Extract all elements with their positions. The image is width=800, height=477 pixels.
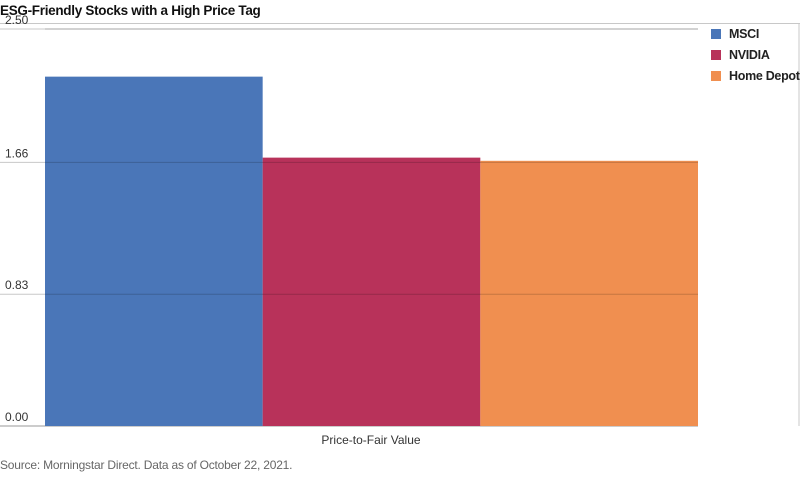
title-divider [0,23,800,24]
legend-item-home-depot: Home Depot [711,66,800,87]
legend-item-nvidia: NVIDIA [711,45,800,66]
legend-label-home-depot: Home Depot [729,69,800,83]
y-tick-labels: 0.00 0.83 1.66 2.50 [5,13,29,424]
y-tick-label: 0.00 [5,410,29,424]
bar-msci [45,76,263,426]
legend: MSCI NVIDIA Home Depot [711,24,800,87]
y-tick-label: 0.83 [5,278,29,292]
legend-label-msci: MSCI [729,27,760,41]
legend-swatch-msci [711,28,721,39]
bars [45,28,698,427]
legend-swatch-home-depot [711,70,721,81]
chart-title: ESG-Friendly Stocks with a High Price Ta… [0,3,261,18]
x-axis-label: Price-to-Fair Value [321,433,420,447]
bar-nvidia [262,157,481,427]
bar-home-depot [480,160,698,426]
legend-label-nvidia: NVIDIA [729,48,770,62]
source-note: Source: Morningstar Direct. Data as of O… [0,458,293,472]
legend-item-msci: MSCI [711,24,800,45]
y-tick-label: 1.66 [5,146,29,160]
y-tick-label: 2.50 [5,13,29,27]
legend-swatch-nvidia [711,49,721,60]
